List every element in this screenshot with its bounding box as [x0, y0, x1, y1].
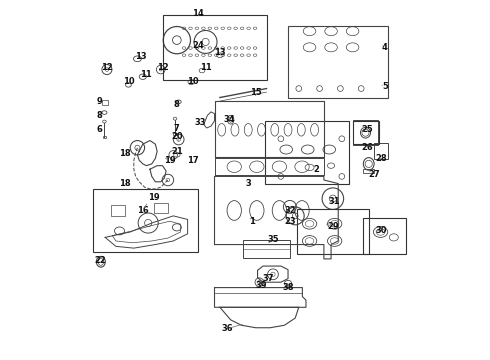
- Text: 14: 14: [193, 9, 204, 18]
- Text: 27: 27: [368, 170, 380, 179]
- Text: 30: 30: [375, 226, 387, 235]
- Text: 23: 23: [284, 217, 295, 226]
- Text: 17: 17: [187, 156, 199, 165]
- Text: 39: 39: [255, 281, 267, 290]
- Text: 12: 12: [157, 63, 169, 72]
- Text: 15: 15: [250, 87, 262, 96]
- Text: 33: 33: [195, 118, 206, 127]
- Text: 32: 32: [284, 206, 295, 215]
- Bar: [102, 136, 106, 138]
- Text: 11: 11: [141, 70, 152, 79]
- Text: 18: 18: [119, 149, 131, 158]
- Bar: [243, 240, 290, 258]
- Bar: [288, 26, 389, 98]
- Text: 10: 10: [122, 77, 134, 86]
- Bar: [153, 203, 168, 213]
- Bar: [364, 169, 374, 173]
- Bar: [173, 134, 177, 135]
- Text: 12: 12: [101, 63, 113, 72]
- Text: 5: 5: [382, 82, 388, 91]
- Text: 22: 22: [94, 256, 106, 265]
- Bar: [93, 189, 198, 252]
- Text: 29: 29: [327, 222, 339, 231]
- Text: 21: 21: [171, 147, 183, 156]
- Text: 37: 37: [263, 274, 274, 283]
- Bar: [101, 100, 108, 105]
- Text: 10: 10: [187, 77, 199, 86]
- Text: 25: 25: [361, 125, 373, 134]
- Text: 3: 3: [245, 179, 251, 188]
- Text: 20: 20: [171, 132, 183, 141]
- Text: 6: 6: [97, 125, 103, 134]
- Bar: [374, 143, 389, 159]
- Bar: [163, 15, 267, 80]
- Bar: [353, 121, 378, 145]
- Text: 9: 9: [97, 96, 102, 105]
- Text: 7: 7: [174, 123, 180, 132]
- Text: 19: 19: [148, 193, 159, 202]
- Text: 8: 8: [174, 100, 180, 109]
- Text: 36: 36: [221, 324, 233, 333]
- Text: 13: 13: [135, 52, 147, 61]
- Text: 28: 28: [375, 154, 387, 163]
- Text: 31: 31: [329, 197, 341, 206]
- Bar: [353, 121, 379, 144]
- Text: 34: 34: [223, 114, 235, 123]
- Text: 35: 35: [268, 235, 279, 244]
- Text: 2: 2: [314, 165, 319, 174]
- Text: 24: 24: [193, 41, 204, 50]
- Bar: [364, 218, 406, 253]
- Bar: [111, 205, 125, 216]
- Text: 4: 4: [382, 43, 388, 52]
- Text: 1: 1: [249, 217, 255, 226]
- Text: 8: 8: [97, 111, 102, 120]
- Text: 38: 38: [282, 283, 294, 292]
- Text: 13: 13: [214, 48, 226, 57]
- Bar: [297, 209, 368, 253]
- Text: 19: 19: [164, 156, 175, 165]
- Text: 16: 16: [137, 206, 148, 215]
- Text: 26: 26: [361, 143, 373, 152]
- Bar: [265, 121, 349, 184]
- Text: 11: 11: [200, 63, 211, 72]
- Text: 18: 18: [119, 179, 131, 188]
